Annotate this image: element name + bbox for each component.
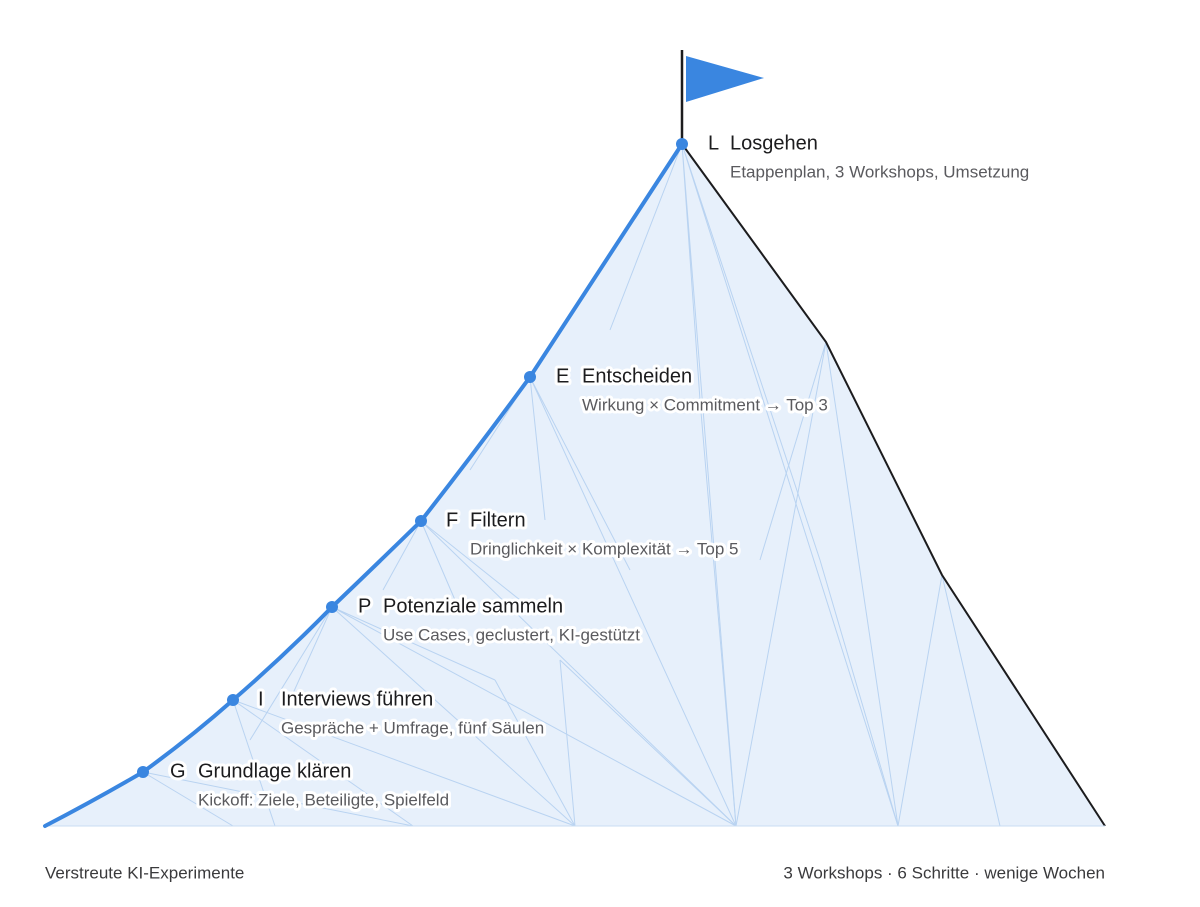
step-subtitle: Kickoff: Ziele, Beteiligte, Spielfeld	[198, 790, 449, 809]
mountain-ridge	[681, 143, 1106, 827]
step-letter: P	[358, 595, 371, 617]
step-letter: G	[170, 760, 186, 782]
step-subtitle: Etappenplan, 3 Workshops, Umsetzung	[730, 162, 1029, 181]
step-dot	[415, 515, 427, 527]
step-subtitle: Gespräche + Umfrage, fünf Säulen	[281, 718, 544, 737]
step-dot	[137, 766, 149, 778]
step-title: Losgehen	[730, 132, 818, 154]
step-subtitle: Wirkung × Commitment → Top 3	[582, 395, 828, 414]
step-subtitle: Dringlichkeit × Komplexität → Top 5	[470, 539, 739, 558]
step-letter: L	[708, 132, 719, 154]
step-letter: I	[258, 688, 264, 710]
mountain-mesh	[142, 143, 1001, 827]
step-dot	[326, 601, 338, 613]
step-dot	[524, 371, 536, 383]
step-title: Grundlage klären	[198, 760, 351, 782]
step-title: Interviews führen	[281, 688, 433, 710]
steps: G Grundlage klären Kickoff: Ziele, Beteili…	[137, 129, 1032, 812]
flag	[686, 56, 764, 102]
step-dot	[227, 694, 239, 706]
step-dot	[676, 138, 688, 150]
step-subtitle: Use Cases, geclustert, KI-gestützt	[383, 625, 640, 644]
step-title: Entscheiden	[582, 365, 692, 387]
footer-left: Verstreute KI-Experimente	[45, 863, 244, 882]
step-letter: E	[556, 365, 569, 387]
step-title: Potenziale sammeln	[383, 595, 563, 617]
footer-right: 3 Workshops · 6 Schritte · wenige Wochen	[783, 863, 1105, 882]
step-title: Filtern	[470, 509, 526, 531]
step-letter: F	[446, 509, 458, 531]
climb-path	[43, 142, 684, 828]
